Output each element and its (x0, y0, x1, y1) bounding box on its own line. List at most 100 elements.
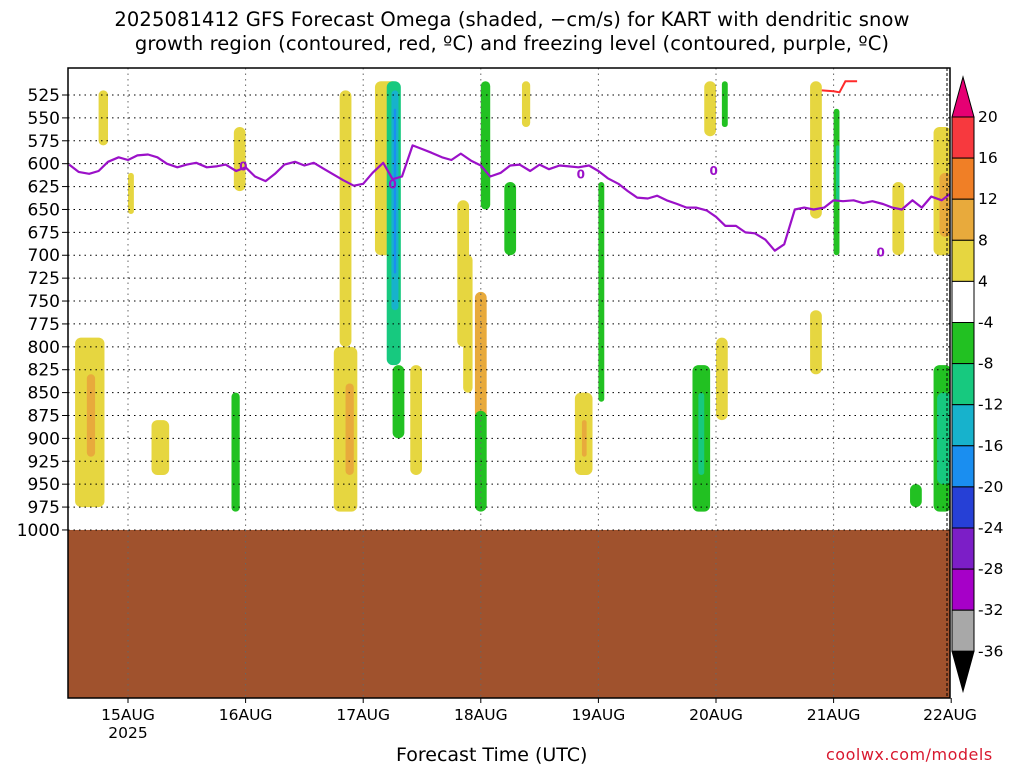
chart-title-line-2: growth region (contoured, red, ºC) and f… (134, 32, 890, 55)
y-tick-label: 925 (28, 452, 60, 472)
colorbar-label: 8 (978, 231, 988, 249)
colorbar-swatch (951, 445, 975, 488)
y-tick-label: 750 (28, 292, 60, 312)
colorbar-swatch (951, 568, 975, 611)
y-tick-label: 725 (28, 269, 60, 289)
colorbar-swatch (951, 157, 975, 200)
colorbar-swatch (951, 322, 975, 365)
freezing-level-label: 0 (388, 178, 396, 192)
colorbar-top-arrow (951, 75, 975, 118)
omega-shade-cell (392, 365, 405, 439)
omega-shade-cell (598, 181, 605, 402)
colorbar-swatch (951, 116, 975, 159)
omega-shading-layer (75, 81, 950, 512)
y-tick-label: 1000 (17, 521, 60, 541)
colorbar-label: 20 (978, 108, 998, 126)
omega-shade-cell (892, 181, 905, 256)
omega-shade-cell (233, 127, 246, 192)
colorbar: 20 16 12 8 4 -4 -8 -12 -16 -20 -24 -28 -32 -36 (951, 75, 1003, 694)
omega-shade-cell (474, 291, 487, 421)
x-tick-label: 19AUG (572, 706, 626, 724)
x-tick-label: 21AUG (807, 706, 861, 724)
freezing-level-label: 0 (577, 168, 585, 182)
omega-shade-cell (721, 81, 728, 128)
colorbar-swatch (951, 198, 975, 241)
omega-shade-cell (410, 365, 422, 476)
freezing-level-line (68, 144, 950, 252)
y-tick-label: 600 (28, 155, 60, 175)
colorbar-swatch (951, 239, 975, 282)
omega-shade-cell (504, 181, 517, 256)
omega-shade-cell (463, 255, 473, 393)
x-tick-label: 15AUG (101, 706, 155, 724)
omega-shade-cell (339, 90, 352, 347)
colorbar-label: -32 (978, 601, 1003, 619)
omega-shade-cell (716, 337, 728, 421)
x-tick-label: 20AUG (689, 706, 743, 724)
y-tick-label: 900 (28, 429, 60, 449)
colorbar-swatch (951, 404, 975, 447)
x-tick-label: 18AUG (454, 706, 508, 724)
omega-shade-cell (151, 420, 170, 476)
chart-title-line-1: 2025081412 GFS Forecast Omega (shaded, −… (114, 8, 910, 31)
y-tick-label: 850 (28, 384, 60, 404)
omega-shade-cell (98, 90, 109, 146)
x-tick-label: 16AUG (219, 706, 273, 724)
omega-shade-cell (810, 310, 822, 375)
omega-shade-cell (128, 172, 134, 215)
y-tick-label: 950 (28, 475, 60, 495)
freezing-level-label: 0 (709, 164, 717, 178)
freezing-level-label: 0 (239, 159, 247, 173)
dendritic-growth-contour (821, 80, 858, 94)
omega-shade-cell (698, 392, 705, 476)
colorbar-swatch (951, 527, 975, 570)
ground-surface (68, 529, 950, 698)
colorbar-swatch (951, 363, 975, 406)
x-tick-label: 22AUG (923, 706, 977, 724)
omega-shade-cell (810, 81, 822, 219)
colorbar-label: -24 (978, 519, 1003, 537)
colorbar-swatch (951, 609, 975, 652)
colorbar-swatch (951, 280, 975, 323)
omega-shade-cell (231, 392, 240, 512)
omega-shade-cell (480, 81, 491, 210)
y-tick-label: 675 (28, 223, 60, 243)
colorbar-bottom-arrow (951, 650, 975, 694)
ground-fill (68, 529, 950, 698)
colorbar-label: -20 (978, 478, 1003, 496)
y-tick-label: 550 (28, 109, 60, 129)
y-tick-label: 975 (28, 498, 60, 518)
plot-frame (67, 67, 951, 699)
x-axis: 15AUG 16AUG 17AUG 18AUG 19AUG 20AUG 21AUG 22AUG… (101, 698, 977, 742)
colorbar-label: -36 (978, 642, 1003, 660)
colorbar-label: -16 (978, 437, 1003, 455)
y-tick-label: 875 (28, 406, 60, 426)
omega-shade-cell (393, 108, 397, 274)
freezing-level-label: 0 (876, 246, 884, 260)
colorbar-label: -8 (978, 355, 993, 373)
y-tick-label: 650 (28, 200, 60, 220)
omega-shade-cell (345, 383, 354, 476)
y-tick-label: 525 (28, 86, 60, 106)
x-axis-title: Forecast Time (UTC) (396, 744, 588, 766)
contour-layer: 0 0 0 0 0 (68, 80, 950, 260)
y-tick-label: 775 (28, 315, 60, 335)
y-tick-label: 825 (28, 361, 60, 381)
colorbar-label: -28 (978, 560, 1003, 578)
omega-shade-cell (581, 420, 587, 457)
y-tick-label: 575 (28, 132, 60, 152)
credit-link[interactable]: coolwx.com/models (826, 745, 993, 764)
colorbar-swatch (951, 486, 975, 529)
colorbar-label: -4 (978, 314, 993, 332)
omega-shade-cell (521, 81, 531, 128)
x-tick-label: 17AUG (336, 706, 390, 724)
x-year-label: 2025 (108, 724, 147, 742)
omega-shade-cell (910, 484, 922, 508)
colorbar-label: 12 (978, 190, 998, 208)
y-tick-label: 625 (28, 178, 60, 198)
y-tick-label: 800 (28, 338, 60, 358)
omega-shade-cell (704, 81, 716, 137)
grid-lines (68, 68, 950, 698)
